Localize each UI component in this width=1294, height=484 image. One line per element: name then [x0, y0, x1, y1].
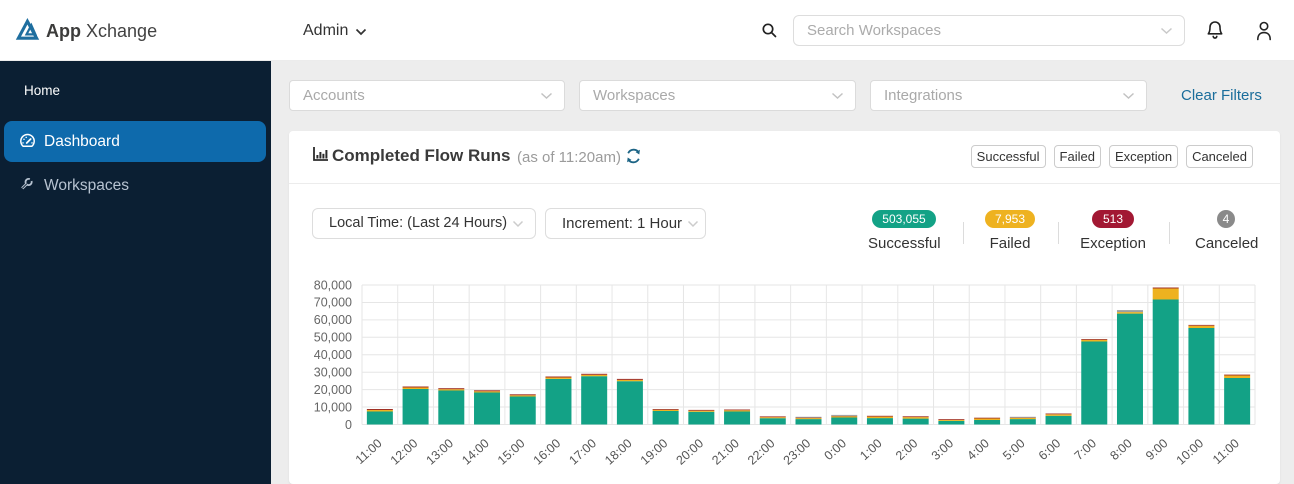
- svg-text:4:00: 4:00: [964, 436, 991, 463]
- svg-text:14:00: 14:00: [459, 436, 492, 467]
- svg-text:20,000: 20,000: [314, 383, 352, 397]
- svg-text:13:00: 13:00: [423, 436, 456, 467]
- svg-text:70,000: 70,000: [314, 296, 352, 310]
- svg-text:80,000: 80,000: [314, 278, 352, 292]
- svg-text:7:00: 7:00: [1072, 436, 1099, 463]
- svg-text:5:00: 5:00: [1000, 436, 1027, 463]
- svg-text:15:00: 15:00: [495, 436, 528, 467]
- svg-text:23:00: 23:00: [781, 436, 814, 467]
- svg-text:11:00: 11:00: [1210, 436, 1242, 467]
- svg-text:16:00: 16:00: [531, 436, 564, 467]
- svg-text:20:00: 20:00: [674, 436, 707, 467]
- svg-text:0: 0: [345, 418, 352, 432]
- svg-text:8:00: 8:00: [1107, 436, 1134, 463]
- svg-text:10:00: 10:00: [1174, 436, 1207, 467]
- svg-text:10,000: 10,000: [314, 400, 352, 414]
- svg-text:18:00: 18:00: [602, 436, 635, 467]
- svg-text:17:00: 17:00: [566, 436, 599, 467]
- svg-text:2:00: 2:00: [893, 436, 920, 463]
- svg-text:22:00: 22:00: [745, 436, 778, 467]
- svg-text:12:00: 12:00: [388, 436, 421, 467]
- svg-text:1:00: 1:00: [857, 436, 884, 463]
- svg-text:9:00: 9:00: [1143, 436, 1170, 463]
- svg-text:50,000: 50,000: [314, 331, 352, 345]
- svg-text:21:00: 21:00: [709, 436, 742, 467]
- svg-text:30,000: 30,000: [314, 365, 352, 379]
- svg-text:11:00: 11:00: [353, 436, 385, 467]
- svg-text:40,000: 40,000: [314, 348, 352, 362]
- svg-text:6:00: 6:00: [1036, 436, 1063, 463]
- svg-text:60,000: 60,000: [314, 313, 352, 327]
- svg-text:3:00: 3:00: [929, 436, 956, 463]
- svg-text:0:00: 0:00: [822, 436, 849, 463]
- svg-text:19:00: 19:00: [638, 436, 671, 467]
